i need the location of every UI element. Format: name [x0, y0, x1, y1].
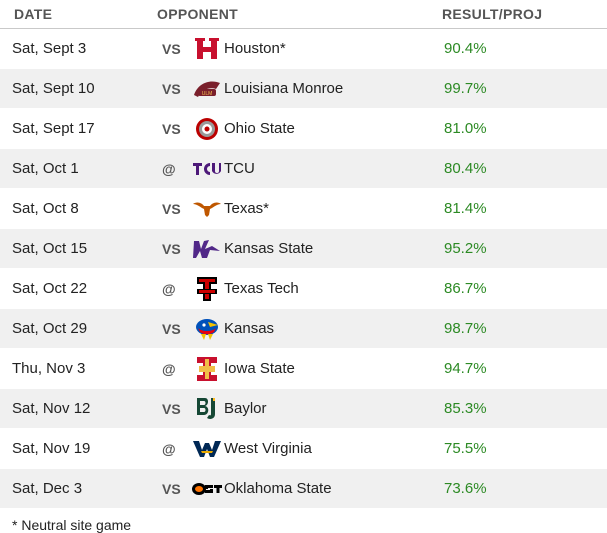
opponent-cell: VS Baylor — [157, 395, 442, 423]
iowa-state-logo-icon — [190, 355, 224, 383]
game-date: Sat, Sept 3 — [12, 40, 87, 57]
opponent-name[interactable]: Houston* — [224, 40, 286, 57]
opponent-cell: VS ULM Louisiana Monroe — [157, 75, 442, 103]
opponent-name[interactable]: Texas Tech — [224, 280, 299, 297]
result-value: 94.7% — [444, 360, 487, 377]
location-label: @ — [162, 280, 176, 297]
date-column-header: DATE — [14, 6, 53, 22]
result-value: 81.0% — [444, 120, 487, 137]
opponent-name[interactable]: Kansas State — [224, 240, 314, 257]
table-row: Sat, Oct 8 VS Texas* 81.4% — [0, 189, 607, 229]
table-row: Sat, Sept 10 VS ULM Louisiana Monroe 99.… — [0, 69, 607, 109]
opponent-name[interactable]: Kansas — [224, 320, 275, 337]
neutral-site-footnote: * Neutral site game — [12, 517, 132, 533]
game-date: Sat, Nov 12 — [12, 400, 91, 417]
location-label: VS — [162, 120, 181, 137]
tcu-logo-icon — [190, 155, 224, 183]
location-label: VS — [162, 200, 181, 217]
svg-text:ULM: ULM — [202, 91, 213, 97]
result-column-header: RESULT/PROJ — [442, 6, 543, 22]
game-date: Sat, Oct 15 — [12, 240, 88, 257]
opponent-name[interactable]: Ohio State — [224, 120, 295, 137]
opponent-cell: VS Oklahoma State — [157, 475, 442, 503]
opponent-cell: @ Iowa State — [157, 355, 442, 383]
oklahoma-state-logo-icon — [190, 475, 224, 503]
opponent-cell: @ West Virginia — [157, 435, 442, 463]
result-value: 81.4% — [444, 200, 487, 217]
result-value: 85.3% — [444, 400, 487, 417]
texas-tech-logo-icon — [190, 275, 224, 303]
table-row: Sat, Sept 3 VS Houston* 90.4% — [0, 29, 607, 69]
kansas-state-logo-icon — [190, 235, 224, 263]
kansas-logo-icon — [190, 315, 224, 343]
location-label: @ — [162, 160, 176, 177]
table-row: Thu, Nov 3 @ Iowa State 94.7% — [0, 349, 607, 389]
game-date: Sat, Oct 1 — [12, 160, 79, 177]
opponent-cell: @ Texas Tech — [157, 275, 442, 303]
location-label: VS — [162, 320, 181, 337]
result-value: 99.7% — [444, 80, 487, 97]
schedule-rows: Sat, Sept 3 VS Houston* 90.4% Sat, Sept … — [0, 29, 607, 509]
texas-logo-icon — [190, 195, 224, 223]
table-row: Sat, Oct 15 VS Kansas State 95.2% — [0, 229, 607, 269]
opponent-name[interactable]: Texas* — [224, 200, 270, 217]
game-date: Sat, Nov 19 — [12, 440, 91, 457]
table-row: Sat, Oct 1 @ TCU 80.4% — [0, 149, 607, 189]
location-label: @ — [162, 360, 176, 377]
result-value: 95.2% — [444, 240, 487, 257]
opponent-cell: VS Houston* — [157, 35, 442, 63]
opponent-name[interactable]: Oklahoma State — [224, 480, 332, 497]
table-row: Sat, Sept 17 VS Ohio State 81.0% — [0, 109, 607, 149]
result-value: 90.4% — [444, 40, 487, 57]
opponent-cell: VS Kansas State — [157, 235, 442, 263]
game-date: Sat, Oct 29 — [12, 320, 88, 337]
houston-logo-icon — [190, 35, 224, 63]
ohio-state-logo-icon — [190, 115, 224, 143]
game-date: Sat, Oct 8 — [12, 200, 79, 217]
table-header: DATE OPPONENT RESULT/PROJ — [0, 0, 607, 29]
opponent-name[interactable]: TCU — [224, 160, 255, 177]
table-row: Sat, Nov 12 VS Baylor 85.3% — [0, 389, 607, 429]
game-date: Sat, Oct 22 — [12, 280, 88, 297]
result-value: 86.7% — [444, 280, 487, 297]
opponent-column-header: OPPONENT — [157, 6, 238, 22]
opponent-cell: VS Kansas — [157, 315, 442, 343]
ulm-logo-icon: ULM — [190, 75, 224, 103]
game-date: Sat, Dec 3 — [12, 480, 83, 497]
table-row: Sat, Oct 29 VS Kansas 98.7% — [0, 309, 607, 349]
opponent-cell: VS Ohio State — [157, 115, 442, 143]
opponent-cell: VS Texas* — [157, 195, 442, 223]
table-row: Sat, Oct 22 @ Texas Tech 86.7% — [0, 269, 607, 309]
result-value: 80.4% — [444, 160, 487, 177]
location-label: @ — [162, 440, 176, 457]
result-value: 75.5% — [444, 440, 487, 457]
location-label: VS — [162, 480, 181, 497]
game-date: Sat, Sept 17 — [12, 120, 95, 137]
table-row: Sat, Nov 19 @ West Virginia 75.5% — [0, 429, 607, 469]
west-virginia-logo-icon — [190, 435, 224, 463]
location-label: VS — [162, 240, 181, 257]
opponent-name[interactable]: Baylor — [224, 400, 267, 417]
game-date: Sat, Sept 10 — [12, 80, 95, 97]
table-row: Sat, Dec 3 VS Oklahoma State 73.6% — [0, 469, 607, 509]
opponent-cell: @ TCU — [157, 155, 442, 183]
result-value: 73.6% — [444, 480, 487, 497]
opponent-name[interactable]: Louisiana Monroe — [224, 80, 344, 97]
location-label: VS — [162, 80, 181, 97]
location-label: VS — [162, 40, 181, 57]
game-date: Thu, Nov 3 — [12, 360, 86, 377]
location-label: VS — [162, 400, 181, 417]
baylor-logo-icon — [190, 395, 224, 423]
opponent-name[interactable]: West Virginia — [224, 440, 312, 457]
opponent-name[interactable]: Iowa State — [224, 360, 295, 377]
result-value: 98.7% — [444, 320, 487, 337]
